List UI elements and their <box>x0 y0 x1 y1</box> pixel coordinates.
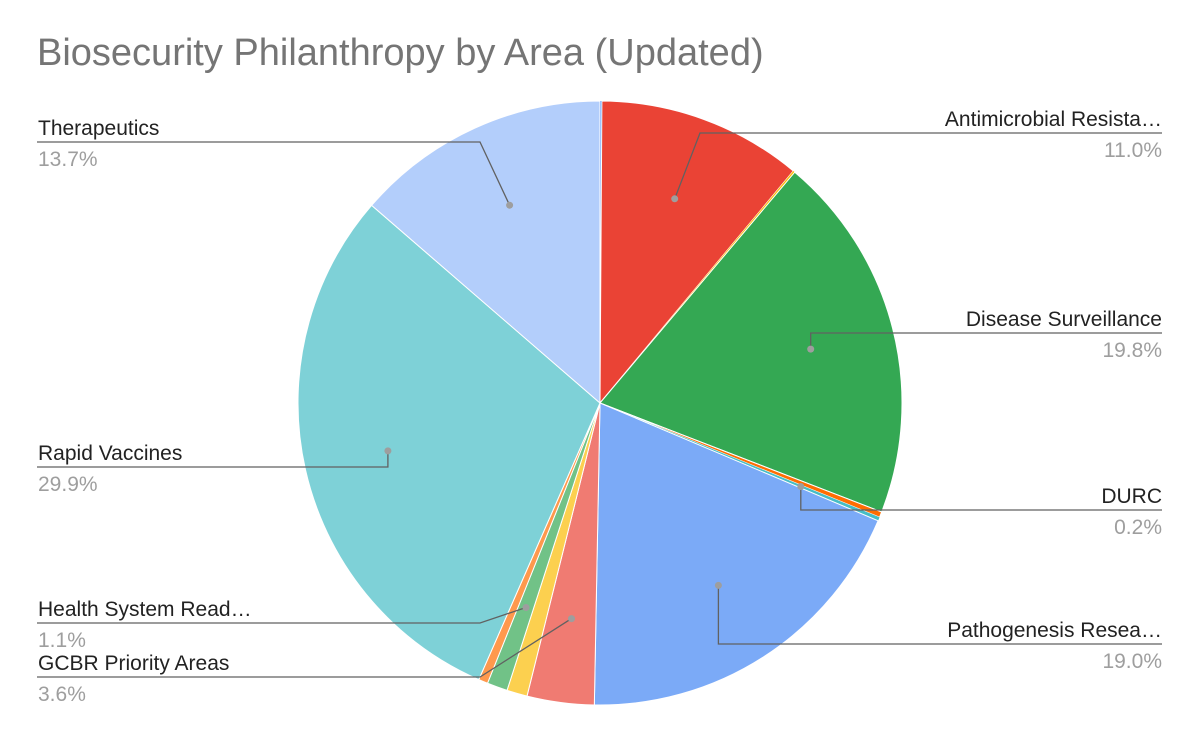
pie-slices <box>297 100 903 706</box>
leader-dot-therapeutics <box>506 201 514 209</box>
leader-disease-surveillance <box>810 332 1162 350</box>
leader-gcbr-priority-areas <box>37 618 572 678</box>
slice-rapid-vaccines[interactable] <box>297 204 601 681</box>
slice-pathogenesis-resea[interactable] <box>593 402 879 706</box>
pct-gcbr-priority-areas: 3.6% <box>38 683 86 706</box>
leader-therapeutics <box>37 141 511 206</box>
slice-antimicrobial-resista[interactable] <box>599 100 795 405</box>
pct-antimicrobial-resista: 11.0% <box>1104 139 1162 162</box>
label-health-system-read: Health System Read… <box>38 598 252 621</box>
leader-dot-rapid-vaccines <box>384 447 392 455</box>
leader-dot-antimicrobial-resista <box>671 195 679 203</box>
slice-labels: Antimicrobial Resista… 11.0% Disease Surve… <box>38 108 1162 706</box>
label-gcbr-priority-areas: GCBR Priority Areas <box>38 652 229 675</box>
pct-disease-surveillance: 19.8% <box>1102 339 1162 362</box>
leader-dot-gcbr-priority-areas <box>568 615 575 623</box>
leader-health-system-read <box>37 606 527 624</box>
slice-therapeutics[interactable] <box>370 100 601 405</box>
label-antimicrobial-resista: Antimicrobial Resista… <box>945 108 1162 131</box>
slice-disease-surveillance[interactable] <box>599 171 903 513</box>
leader-durc <box>800 486 1162 511</box>
label-therapeutics: Therapeutics <box>38 117 159 140</box>
leader-dot-health-system-read <box>522 604 530 611</box>
label-disease-surveillance: Disease Surveillance <box>966 308 1162 331</box>
leader-rapid-vaccines <box>37 450 389 468</box>
pct-rapid-vaccines: 29.9% <box>38 473 98 496</box>
leader-pathogenesis-resea <box>717 585 1162 645</box>
pct-durc: 0.2% <box>1114 516 1162 539</box>
chart-title: Biosecurity Philanthropy by Area (Update… <box>37 32 764 74</box>
label-pathogenesis-resea: Pathogenesis Resea… <box>947 619 1162 642</box>
leader-lines <box>37 132 1162 678</box>
leader-dot-pathogenesis-resea <box>714 581 722 589</box>
label-durc: DURC <box>1101 485 1162 508</box>
pct-pathogenesis-resea: 19.0% <box>1102 650 1162 673</box>
pct-therapeutics: 13.7% <box>38 148 98 171</box>
leader-dot-durc <box>797 483 805 490</box>
leader-antimicrobial-resista <box>674 132 1162 200</box>
leader-dot-disease-surveillance <box>807 345 815 353</box>
slice-minor-4[interactable] <box>599 402 883 518</box>
label-rapid-vaccines: Rapid Vaccines <box>38 442 182 465</box>
pct-health-system-read: 1.1% <box>38 629 86 652</box>
